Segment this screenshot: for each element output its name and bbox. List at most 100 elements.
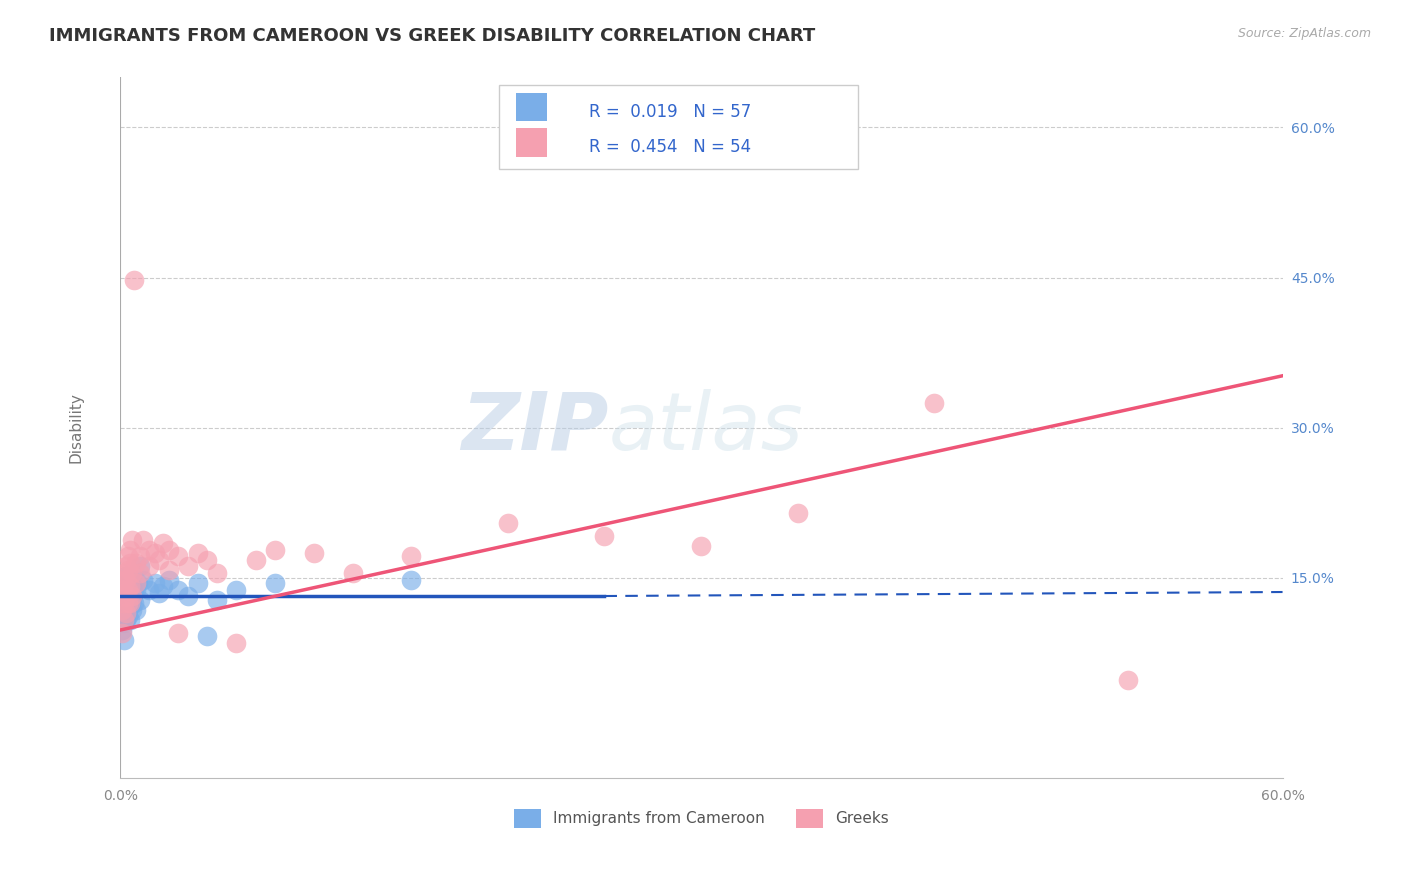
Point [187, 576, 209, 591]
Point [124, 556, 146, 570]
Point [115, 613, 138, 627]
Point [111, 606, 134, 620]
Point [121, 589, 143, 603]
Point [112, 596, 135, 610]
Point [117, 596, 139, 610]
Point [138, 543, 160, 558]
Point [302, 546, 325, 560]
Point [112, 576, 135, 591]
Point [132, 573, 155, 587]
Point [1116, 673, 1139, 687]
Point [148, 553, 170, 567]
Point [195, 553, 218, 567]
Point [112, 573, 135, 587]
Point [115, 573, 138, 587]
Point [148, 586, 170, 600]
Point [496, 516, 519, 530]
Point [225, 582, 247, 597]
Point [115, 596, 138, 610]
Point [117, 593, 139, 607]
Point [121, 603, 143, 617]
Point [128, 593, 150, 607]
Point [787, 506, 810, 520]
Point [112, 615, 135, 630]
Point [117, 576, 139, 591]
Point [112, 586, 135, 600]
Point [124, 603, 146, 617]
Point [118, 556, 141, 570]
Text: Source: ZipAtlas.com: Source: ZipAtlas.com [1237, 27, 1371, 40]
Point [152, 536, 174, 550]
Point [690, 539, 713, 553]
Point [112, 609, 135, 624]
Point [264, 543, 287, 558]
Point [205, 566, 228, 580]
Point [157, 573, 180, 587]
Point [115, 579, 138, 593]
Point [342, 566, 364, 580]
Point [143, 576, 166, 591]
Point [112, 582, 135, 597]
Point [157, 563, 180, 577]
Point [128, 566, 150, 580]
Point [112, 613, 135, 627]
Point [117, 549, 139, 563]
Point [118, 579, 141, 593]
Point [122, 596, 145, 610]
Point [127, 576, 149, 591]
Point [112, 576, 135, 591]
Point [128, 559, 150, 574]
Point [111, 596, 134, 610]
Point [177, 589, 200, 603]
Point [264, 576, 287, 591]
Point [112, 633, 135, 648]
Text: IMMIGRANTS FROM CAMEROON VS GREEK DISABILITY CORRELATION CHART: IMMIGRANTS FROM CAMEROON VS GREEK DISABI… [49, 27, 815, 45]
Point [122, 273, 145, 287]
Point [143, 546, 166, 560]
Point [205, 593, 228, 607]
Point [922, 396, 945, 410]
Point [115, 569, 138, 583]
Point [118, 586, 141, 600]
Point [225, 636, 247, 650]
Point [124, 576, 146, 591]
Text: atlas: atlas [609, 389, 803, 467]
Point [167, 549, 190, 563]
Point [117, 582, 139, 597]
Point [112, 599, 135, 613]
Point [118, 596, 141, 610]
Point [115, 589, 138, 603]
Point [111, 579, 134, 593]
Text: Disability: Disability [69, 392, 83, 463]
Point [115, 559, 138, 574]
Point [132, 533, 155, 547]
Point [118, 573, 141, 587]
Point [121, 533, 143, 547]
Point [115, 589, 138, 603]
Point [152, 579, 174, 593]
Point [245, 553, 267, 567]
Point [112, 566, 135, 580]
Point [112, 603, 135, 617]
Point [111, 573, 134, 587]
Point [117, 609, 139, 624]
Point [124, 582, 146, 597]
Point [138, 582, 160, 597]
Point [117, 582, 139, 597]
Point [122, 586, 145, 600]
Point [167, 626, 190, 640]
Point [128, 549, 150, 563]
Text: ZIP: ZIP [461, 389, 609, 467]
Point [111, 593, 134, 607]
Point [111, 623, 134, 637]
Point [115, 593, 138, 607]
Point [117, 563, 139, 577]
Point [111, 589, 134, 603]
Point [111, 626, 134, 640]
Point [167, 582, 190, 597]
Point [593, 529, 616, 543]
Point [157, 543, 180, 558]
Point [121, 579, 143, 593]
Point [399, 549, 422, 563]
Point [121, 593, 143, 607]
